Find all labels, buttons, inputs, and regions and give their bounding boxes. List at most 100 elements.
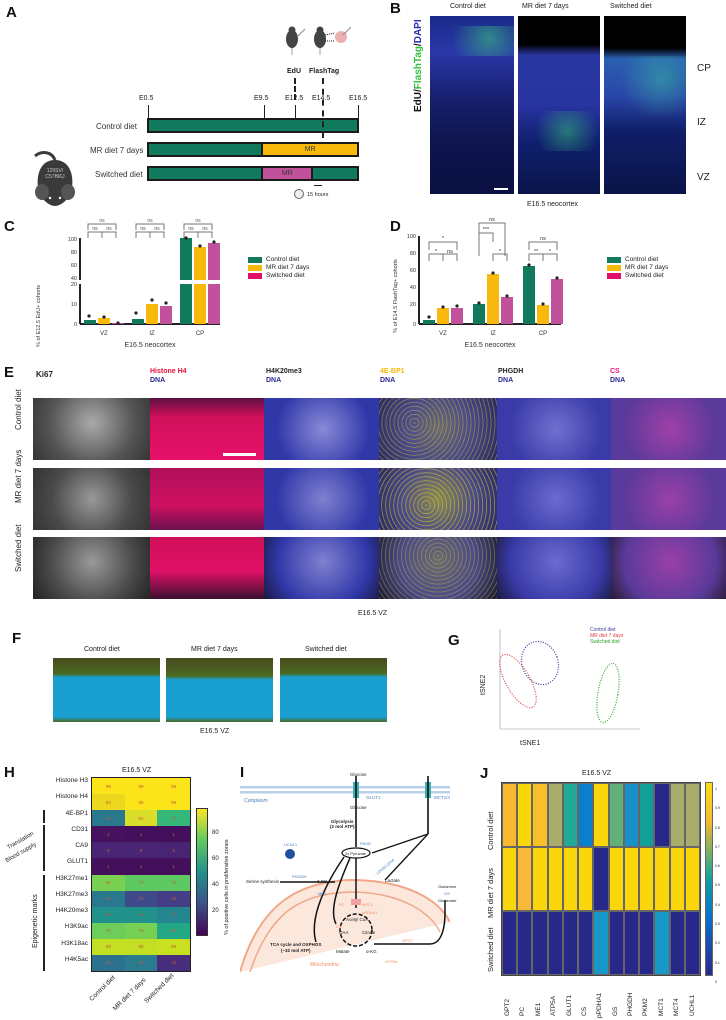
e-tile-phgdh-mr (497, 468, 615, 530)
panel-h-letter: H (4, 764, 15, 781)
timepoint-e9-5: E9.5 (254, 95, 269, 102)
e-tile-4ebp1-control (379, 398, 497, 460)
e-tile-h4k20me3-control (264, 398, 382, 460)
g-legend: Control diet MR diet 7 days Switched die… (590, 627, 624, 645)
mouse-strain-label: 129SV/ C57BI6J (45, 168, 65, 180)
svg-text:VZ: VZ (439, 331, 447, 337)
svg-text:100: 100 (68, 237, 77, 243)
h-title: E16.5 VZ (122, 767, 152, 774)
panel-f-letter: F (12, 630, 22, 647)
e-row-control: Control diet (14, 389, 23, 430)
c-legend: Control diet MR diet 7 days Switched die… (248, 256, 309, 280)
h-col-switched: Switched diet (143, 972, 176, 1005)
svg-text:**: ** (534, 249, 539, 255)
f-caption: E16.5 VZ (200, 728, 230, 735)
interval-note: 15 hours (307, 192, 329, 198)
g-ylabel: tSNE2 (480, 674, 487, 695)
row-label-control: Control diet (96, 122, 137, 131)
b-stain-label: EdU/FlashTag/DAPI (413, 19, 424, 112)
f-image-mr (166, 658, 273, 722)
panel-d-letter: D (390, 218, 401, 235)
h-group-epigenetic: Epigenetic marks (32, 894, 39, 948)
zone-vz: VZ (697, 172, 710, 183)
j-colorbar-ticks: 1 0.9 0.8 0.7 0.6 0.5 0.4 0.3 0.2 0.1 0 (715, 787, 720, 984)
e-tile-phgdh-control (497, 398, 615, 460)
flashtag-label: FlashTag (309, 68, 340, 75)
g-xlabel: tSNE1 (520, 740, 541, 747)
b-image-switched (604, 16, 686, 194)
e-marker-cs: CS DNA (610, 368, 626, 384)
j-title: E16.5 VZ (582, 770, 612, 777)
svg-text:E16.5 neocortex: E16.5 neocortex (465, 342, 516, 349)
e-tile-cs-control (611, 398, 726, 460)
b-col-control: Control diet (450, 3, 486, 10)
timepoint-e0-5: E0.5 (139, 95, 154, 102)
h-colorbar (196, 808, 208, 936)
chart-d: % of E14.5 FlashTag+ cohorts 100 80 60 40 20… (385, 216, 725, 361)
svg-text:% of E14.5 FlashTag+ cohorts: % of E14.5 FlashTag+ cohorts (393, 259, 399, 333)
f-col-control: Control diet (84, 646, 120, 653)
svg-text:ns: ns (195, 218, 201, 224)
svg-text:ns: ns (447, 249, 453, 255)
svg-text:CP: CP (196, 331, 204, 337)
edu-label: EdU (287, 68, 301, 75)
e-tile-h4-switched (150, 537, 268, 599)
pathway-diagram: Glucose GLUT1 MCT1/4 Cytoplasm Glucose U… (239, 772, 456, 973)
svg-text:***: *** (483, 227, 490, 233)
svg-text:IZ: IZ (149, 331, 155, 337)
f-col-switched: Switched diet (305, 646, 347, 653)
svg-text:VZ: VZ (100, 331, 108, 337)
svg-text:*: * (435, 249, 438, 255)
svg-text:ns: ns (140, 226, 146, 232)
e-marker-ki67: Ki67 (36, 370, 53, 379)
j-col-labels: GPT2 PC ME1 ATP5A GLUT1 CS pPDHA1 GS PHG… (504, 992, 696, 1018)
timeline-bar-switched: MR (147, 166, 359, 181)
h-col-mr: MR diet 7 days (111, 976, 148, 1013)
j-row-switched: Switched diet (486, 927, 495, 972)
svg-text:ns: ns (99, 218, 105, 224)
zone-cp: CP (697, 63, 711, 74)
h-row-labels: Histone H3 Histone H4 4E-BP1 CD31 CA9 GLUT1 H3… (55, 777, 88, 963)
svg-text:100: 100 (407, 234, 416, 240)
svg-text:*: * (499, 249, 502, 255)
j-colorbar (705, 782, 713, 976)
svg-text:ns: ns (202, 226, 208, 232)
svg-text:60: 60 (410, 268, 416, 274)
e-tile-h4-mr (150, 468, 268, 530)
svg-text:E16.5 neocortex: E16.5 neocortex (125, 342, 176, 349)
chart-c: % of E12.5 EdU+ cohorts 100 80 60 40 20 10 0 V… (28, 216, 358, 361)
f-image-switched (280, 658, 387, 722)
svg-text:40: 40 (71, 276, 77, 282)
e-tile-ki67-switched (33, 537, 151, 599)
e-marker-phgdh: PHGDH DNA (498, 368, 524, 384)
e-marker-h4k20me3: H4K20me3 DNA (266, 368, 302, 384)
timeline-bar-control (147, 118, 359, 133)
c-ylabel: % of E12.5 EdU+ cohorts (36, 285, 42, 347)
f-image-control (53, 658, 160, 722)
panel-b-letter: B (390, 0, 401, 17)
chart-g: tSNE1 tSNE2 Control diet MR diet 7 days … (480, 623, 640, 753)
e-tile-4ebp1-mr (379, 468, 497, 530)
edu-marker-line (294, 78, 296, 100)
svg-text:CP: CP (539, 331, 547, 337)
j-row-control: Control diet (486, 811, 495, 850)
e-row-mr: MR diet 7 days (14, 449, 23, 503)
b-col-switched: Switched diet (610, 3, 652, 10)
e-tile-h4k20me3-switched (264, 537, 382, 599)
timepoint-e14-5: E14.5 (312, 95, 331, 102)
svg-text:0: 0 (74, 322, 77, 328)
svg-text:80: 80 (71, 250, 77, 256)
panel-i-letter: I (240, 764, 245, 781)
svg-text:ns: ns (92, 226, 98, 232)
e-caption: E16.5 VZ (358, 610, 388, 617)
svg-text:IZ: IZ (490, 331, 496, 337)
d-legend: Control diet MR diet 7 days Switched die… (607, 256, 668, 280)
b-caption: E16.5 neocortex (527, 201, 578, 208)
svg-text:ns: ns (147, 218, 153, 224)
svg-text:*: * (549, 249, 552, 255)
e-tile-h4k20me3-mr (264, 468, 382, 530)
row-label-mr: MR diet 7 days (90, 146, 144, 155)
b-image-mr (518, 16, 600, 194)
svg-text:ns: ns (106, 226, 112, 232)
